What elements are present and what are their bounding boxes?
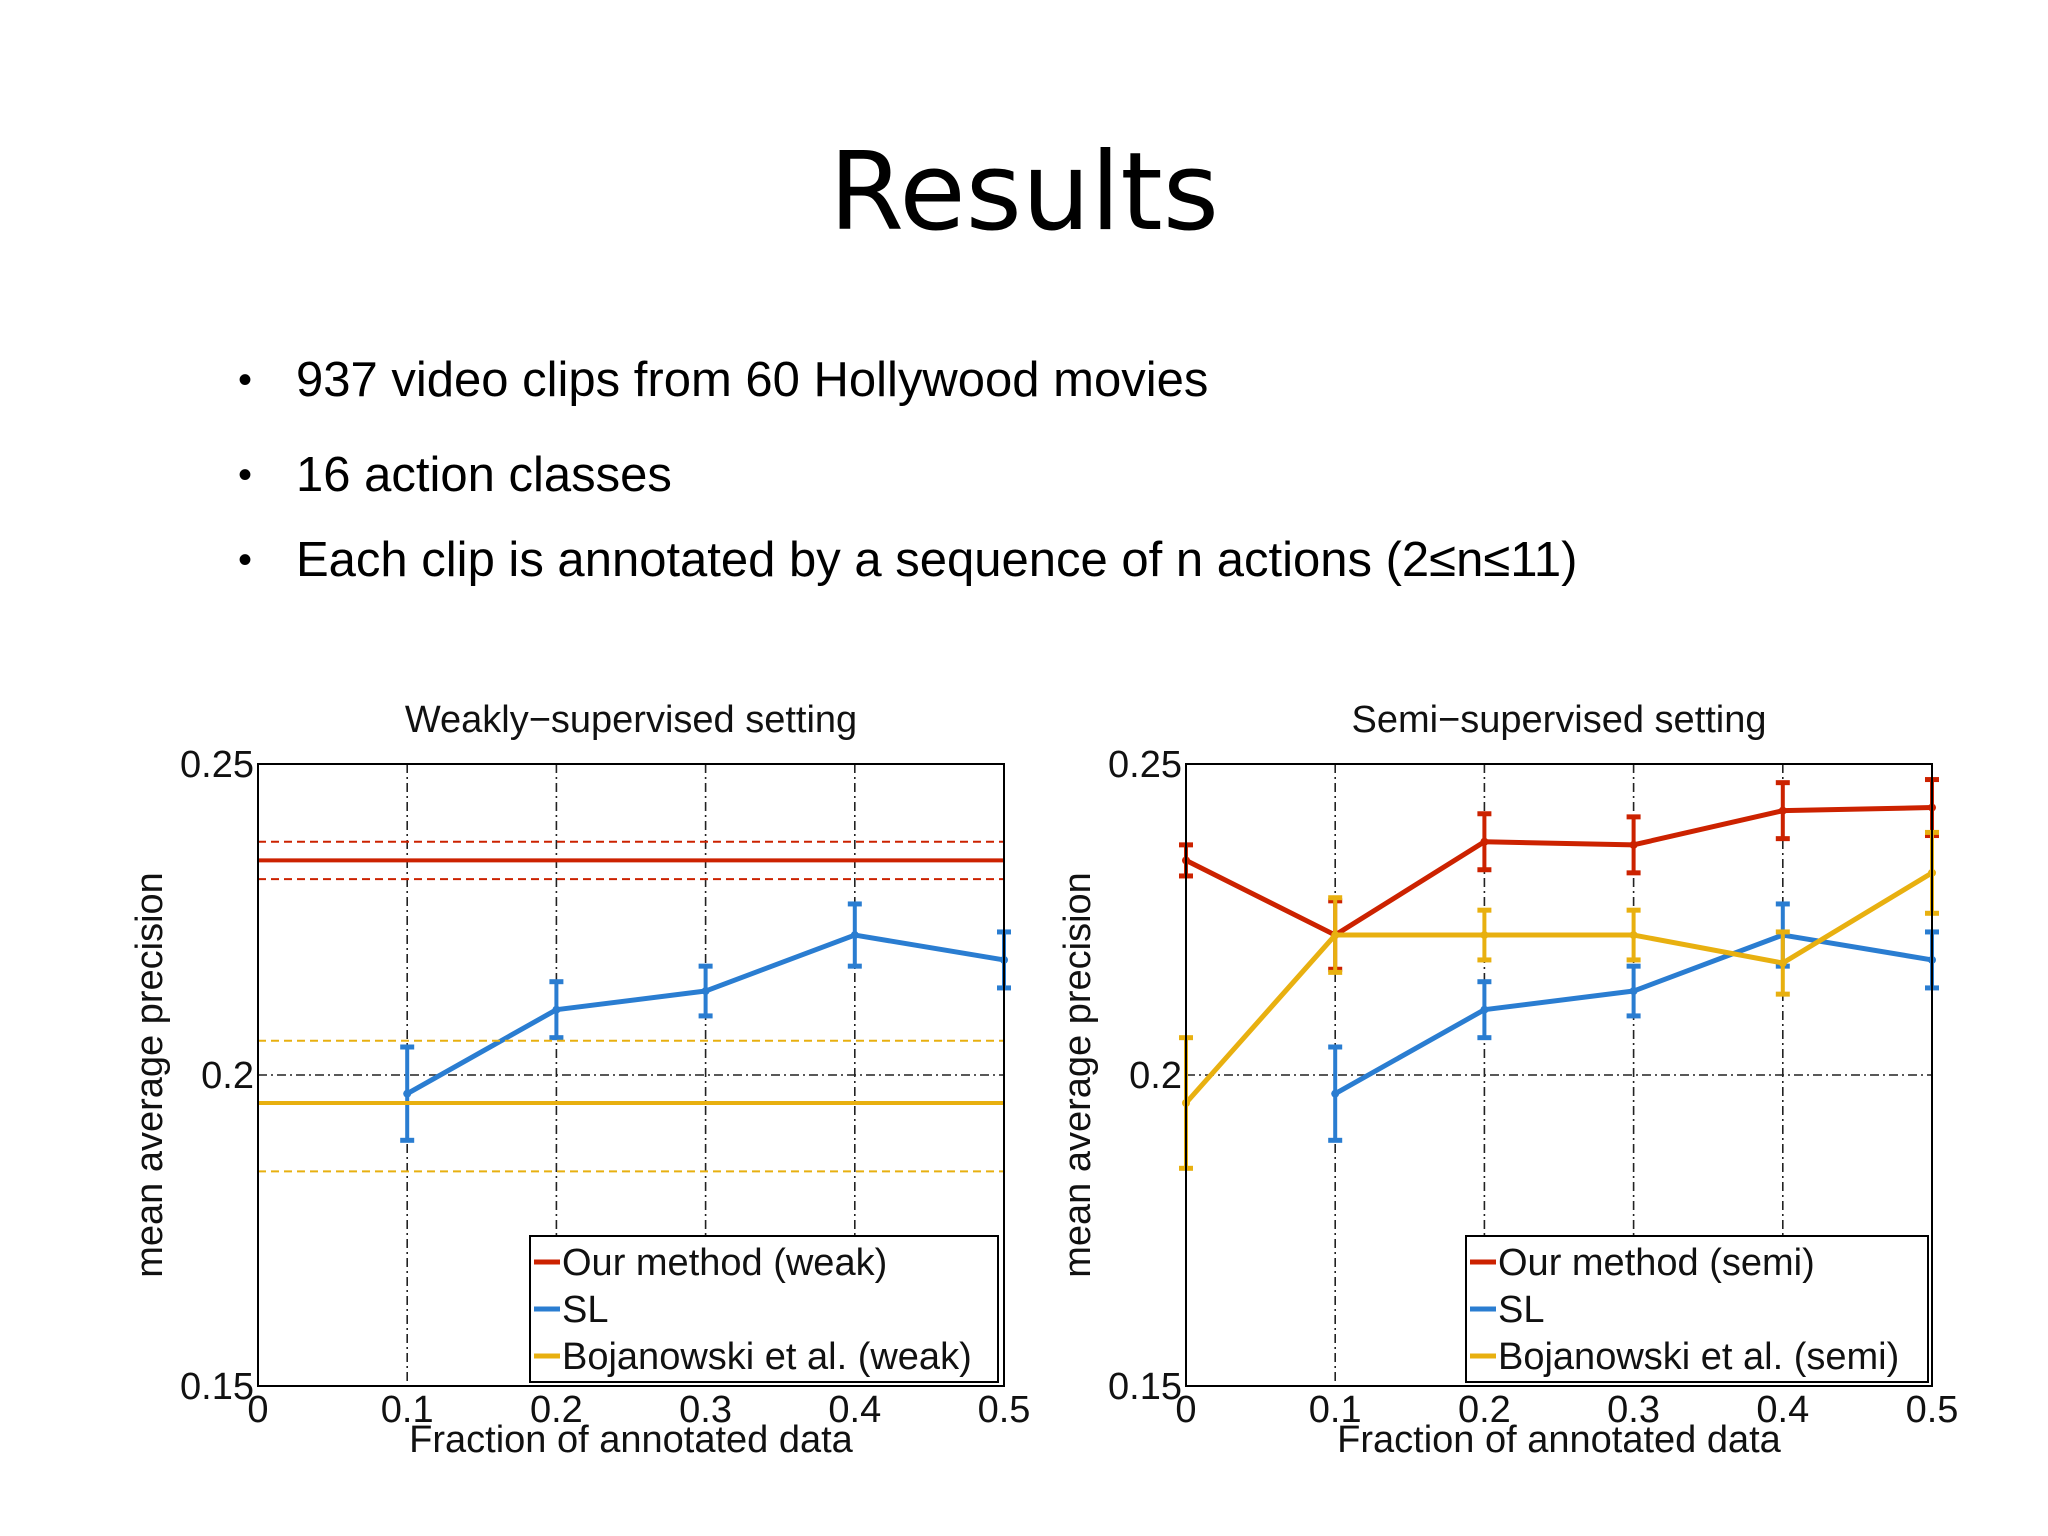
x-axis-label: Fraction of annotated data	[1337, 1419, 1782, 1461]
x-tick-label: 0.3	[679, 1389, 732, 1431]
data-point	[403, 1089, 412, 1098]
data-point	[1480, 931, 1489, 940]
chart-1: 0 0.1 0.2 0.3 0.4 0.5 0.15 0.2 0.25 Weakly−superv…	[129, 699, 1030, 1461]
x-tick-label: 0	[1175, 1389, 1196, 1431]
legend: Our method (weak) SL Bojanowski et al. (we…	[529, 1235, 999, 1383]
series-2	[1328, 901, 1939, 1143]
data-point	[1778, 959, 1787, 968]
series-3	[258, 1039, 1004, 1173]
series-line	[1184, 870, 1934, 1105]
legend-label: Our method (semi)	[1498, 1242, 1815, 1284]
legend-label: SL	[562, 1289, 608, 1331]
plot-frame	[257, 763, 1005, 1387]
x-tick-label: 0.4	[1756, 1389, 1809, 1431]
x-tick-label: 0.5	[978, 1389, 1031, 1431]
bullet-item: 937 video clips from 60 Hollywood movies	[238, 350, 1577, 410]
y-axis-label: mean average precision	[1057, 872, 1099, 1278]
data-point	[1480, 1005, 1489, 1014]
bullet-item: 16 action classes	[238, 445, 1577, 505]
bullet-list: 937 video clips from 60 Hollywood movies…	[238, 350, 1577, 590]
y-tick-label: 0.25	[1108, 744, 1182, 786]
data-point	[1629, 987, 1638, 996]
data-point	[1480, 837, 1489, 846]
y-tick-label: 0.15	[1108, 1366, 1182, 1408]
data-point	[1331, 1089, 1340, 1098]
y-tick-label: 0.25	[180, 744, 254, 786]
legend-box	[529, 1235, 999, 1383]
slide-title: Results	[829, 130, 1219, 255]
x-axis-label: Fraction of annotated data	[409, 1419, 854, 1461]
chart-title: Semi−supervised setting	[1351, 699, 1766, 741]
x-tick-label: 0.5	[1906, 1389, 1959, 1431]
legend-label: Our method (weak)	[562, 1242, 887, 1284]
data-point	[1331, 931, 1340, 940]
x-tick-label: 0	[247, 1389, 268, 1431]
data-point	[701, 987, 710, 996]
data-point	[552, 1005, 561, 1014]
legend-label: Bojanowski et al. (weak)	[562, 1336, 972, 1378]
legend-box	[1465, 1235, 1929, 1383]
y-tick-label: 0.15	[180, 1366, 254, 1408]
y-tick-label: 0.2	[201, 1055, 254, 1097]
bullet-item: Each clip is annotated by a sequence of …	[238, 530, 1577, 590]
series-line	[1184, 805, 1933, 938]
x-tick-label: 0.1	[1309, 1389, 1362, 1431]
y-tick-label: 0.2	[1129, 1055, 1182, 1097]
chart-2: 0 0.1 0.2 0.3 0.4 0.5 0.15 0.2 0.25 Semi−supervis…	[1057, 699, 1958, 1461]
data-point	[1629, 931, 1638, 940]
x-tick-label: 0.1	[381, 1389, 434, 1431]
x-tick-label: 0.3	[1607, 1389, 1660, 1431]
y-axis-label: mean average precision	[129, 872, 171, 1278]
data-point	[1778, 806, 1787, 815]
legend: Our method (semi) SL Bojanowski et al. (se…	[1465, 1235, 1929, 1383]
series-1	[258, 840, 1004, 881]
x-tick-label: 0.2	[1458, 1389, 1511, 1431]
legend-label: SL	[1498, 1289, 1544, 1331]
x-tick-label: 0.4	[828, 1389, 881, 1431]
data-point	[1629, 840, 1638, 849]
legend-label: Bojanowski et al. (semi)	[1498, 1336, 1899, 1378]
plot-frame	[1185, 763, 1933, 1387]
chart-title: Weakly−supervised setting	[405, 699, 857, 741]
x-tick-label: 0.2	[530, 1389, 583, 1431]
data-point	[850, 931, 859, 940]
